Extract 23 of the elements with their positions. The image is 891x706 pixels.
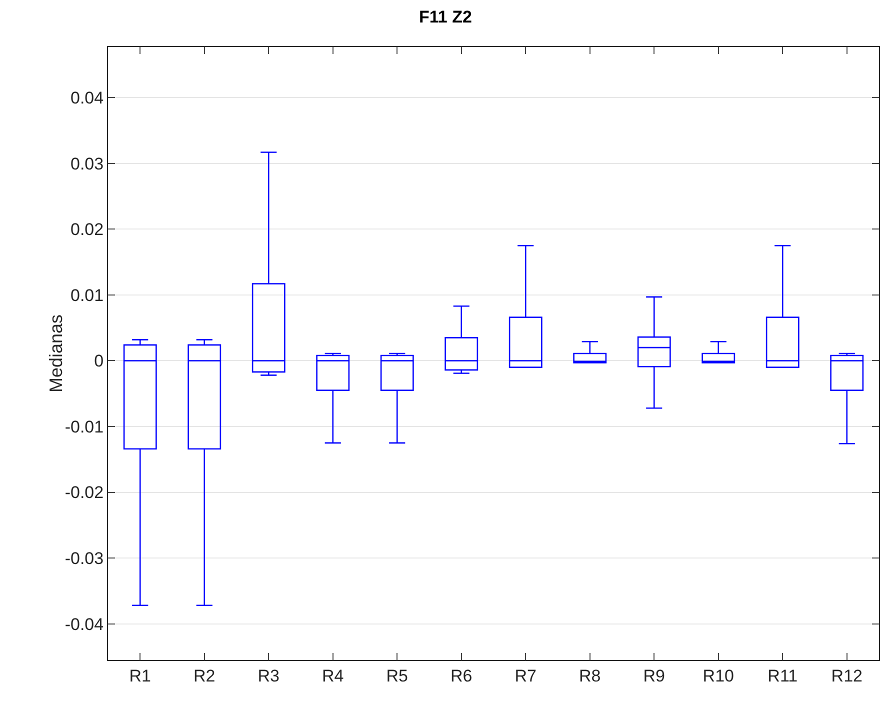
x-tick-label: R8 (579, 666, 601, 686)
y-axis-title: Medianas (46, 314, 66, 393)
y-tick-label: 0.01 (70, 286, 104, 305)
x-tick-label: R7 (514, 666, 536, 686)
x-tick-label: R5 (386, 666, 408, 686)
x-tick-label: R2 (194, 666, 216, 686)
x-tick-label: R12 (831, 666, 862, 686)
x-tick-label: R6 (450, 666, 472, 686)
y-tick-label: 0.03 (70, 154, 104, 174)
chart-title: F11 Z2 (419, 7, 472, 26)
y-tick-label: 0 (94, 352, 104, 371)
x-tick-label: R3 (258, 666, 280, 686)
x-tick-label: R10 (702, 666, 734, 686)
y-tick-label: -0.04 (64, 614, 104, 634)
y-tick-label: -0.02 (64, 483, 104, 502)
y-tick-label: -0.03 (64, 549, 104, 568)
x-tick-label: R9 (643, 666, 665, 686)
x-tick-label: R4 (322, 666, 344, 686)
x-tick-label: R1 (129, 666, 151, 686)
x-tick-label: R11 (768, 666, 798, 686)
y-tick-label: 0.02 (70, 220, 104, 240)
y-tick-label: 0.04 (70, 88, 104, 108)
y-tick-label: -0.01 (64, 417, 104, 436)
